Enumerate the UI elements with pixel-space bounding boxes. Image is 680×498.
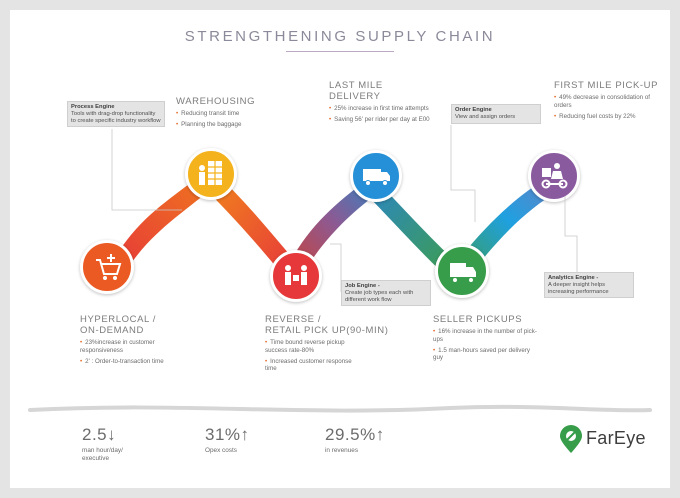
- seller-bullet-1: 16% increase in the number of pick-ups: [433, 328, 537, 343]
- stat-3-label-1: in revenues: [325, 447, 359, 454]
- warehousing-circle: [185, 148, 237, 200]
- stat-2-value: 31%: [205, 425, 241, 444]
- last-mile-circle: [350, 150, 402, 202]
- process-connector: [111, 129, 182, 211]
- last-mile-title: LAST MILE DELIVERY: [329, 80, 383, 102]
- first-mile-title: FIRST MILE PICK-UP: [554, 80, 659, 91]
- job-engine-box: Job Engine - Create job types each with …: [341, 280, 431, 307]
- analytics-engine-text: A deeper insight helps increasing perfor…: [548, 281, 609, 295]
- brand-name: FarEye: [586, 428, 646, 448]
- stat-2-label-1: Opex costs: [205, 447, 237, 454]
- last-mile-bullet-2: Saving 56' per rider per day at E00: [334, 116, 430, 124]
- seller-bullet-2: 1.5 man-hours saved per delivery guy: [433, 346, 530, 362]
- footer-divider: [28, 404, 652, 413]
- ribbon-segment-4: [364, 178, 460, 278]
- stat-2: 31%↑ Opex costs: [205, 425, 305, 455]
- warehousing-section: WAREHOUSING • Reducing transit time • Plan…: [176, 96, 296, 132]
- analytics-connector: [564, 196, 578, 272]
- order-engine-text: View and assign orders: [455, 113, 516, 120]
- process-engine-title: Process Engine: [71, 104, 115, 110]
- down-arrow-icon: ↓: [107, 425, 117, 444]
- hyperlocal-section: HYPERLOCAL / ON-DEMAND • 23%increase in c…: [80, 314, 190, 369]
- reverse-title-2: RETAIL PICK UP(90-MIN): [265, 325, 389, 336]
- seller-van-icon: [450, 263, 476, 283]
- stat-1-label-2: executive: [82, 455, 109, 462]
- job-connector: [330, 243, 342, 292]
- location-pin-icon: [560, 425, 582, 453]
- hyperlocal-title-2: ON-DEMAND: [80, 325, 144, 336]
- reverse-bullet-1: Time bound reverse pickup success rate-8…: [265, 339, 345, 354]
- hyperlocal-circle: [80, 240, 134, 294]
- warehousing-title: WAREHOUSING: [176, 96, 256, 107]
- delivery-truck-icon: [363, 169, 390, 186]
- pickup-motorbike-icon: [541, 163, 568, 189]
- reverse-title-1: REVERSE /: [265, 314, 322, 325]
- fareye-logo: FarEye: [556, 425, 668, 455]
- order-engine-title: Order Engine: [455, 107, 492, 113]
- seller-title: SELLER PICKUPS: [433, 314, 523, 325]
- hyperlocal-title-1: HYPERLOCAL /: [80, 314, 157, 325]
- stat-1-value: 2.5: [82, 425, 108, 444]
- stat-1-label-1: man hour/day/: [82, 447, 123, 454]
- analytics-engine-title: Analytics Engine -: [548, 275, 599, 281]
- people-exchange-icon: [285, 265, 307, 285]
- stat-3: 29.5%↑ in revenues: [325, 425, 435, 455]
- reverse-section: REVERSE / RETAIL PICK UP(90-MIN) • Time b…: [265, 314, 405, 377]
- hyperlocal-bullet-1: 23%increase in customer responsiveness: [80, 339, 155, 354]
- reverse-circle: [270, 250, 322, 302]
- title-underline: [286, 51, 394, 52]
- seller-circle: [435, 244, 489, 298]
- hyperlocal-bullet-2: 2' : Order-to-transaction time: [85, 357, 164, 365]
- page-title: STRENGTHENING SUPPLY CHAIN: [184, 28, 496, 45]
- reverse-bullet-2: Increased customer response time: [265, 357, 352, 373]
- stat-3-value: 29.5%: [325, 425, 376, 444]
- cart-plus-icon: [96, 254, 122, 280]
- order-engine-box: Order Engine View and assign orders: [451, 104, 541, 124]
- up-arrow-icon: ↑: [240, 425, 250, 444]
- process-engine-text: Tools with drag-drop functionality to cr…: [71, 110, 161, 124]
- seller-section: SELLER PICKUPS • 16% increase in the numb…: [433, 314, 537, 362]
- last-mile-section: LAST MILE DELIVERY • 25% increase in firs…: [329, 80, 434, 127]
- last-mile-bullet-1: 25% increase in first time attempts: [334, 105, 429, 112]
- stat-1: 2.5↓ man hour/day/ executive: [82, 425, 192, 463]
- up-arrow-icon: ↑: [375, 425, 385, 444]
- ribbon-segment-1: [112, 168, 220, 274]
- job-engine-text: Create job types each with different wor…: [345, 289, 414, 303]
- process-engine-box: Process Engine Tools with drag-drop func…: [67, 101, 165, 128]
- first-mile-bullet-1: 49% decrease in consolidation of orders: [554, 94, 650, 109]
- first-mile-bullet-2: Reducing fuel costs by 22%: [559, 112, 636, 120]
- order-connector: [450, 125, 476, 222]
- ribbon-segment-3: [290, 176, 382, 272]
- warehouse-worker-icon: [199, 161, 222, 185]
- warehousing-bullet-1: Reducing transit time: [181, 110, 240, 117]
- warehousing-bullet-2: Planning the baggage: [181, 121, 242, 129]
- first-mile-section: FIRST MILE PICK-UP • 49% decrease in cons…: [554, 80, 664, 124]
- analytics-engine-box: Analytics Engine - A deeper insight help…: [544, 272, 634, 299]
- job-engine-title: Job Engine -: [345, 283, 380, 289]
- first-mile-circle: [528, 150, 580, 202]
